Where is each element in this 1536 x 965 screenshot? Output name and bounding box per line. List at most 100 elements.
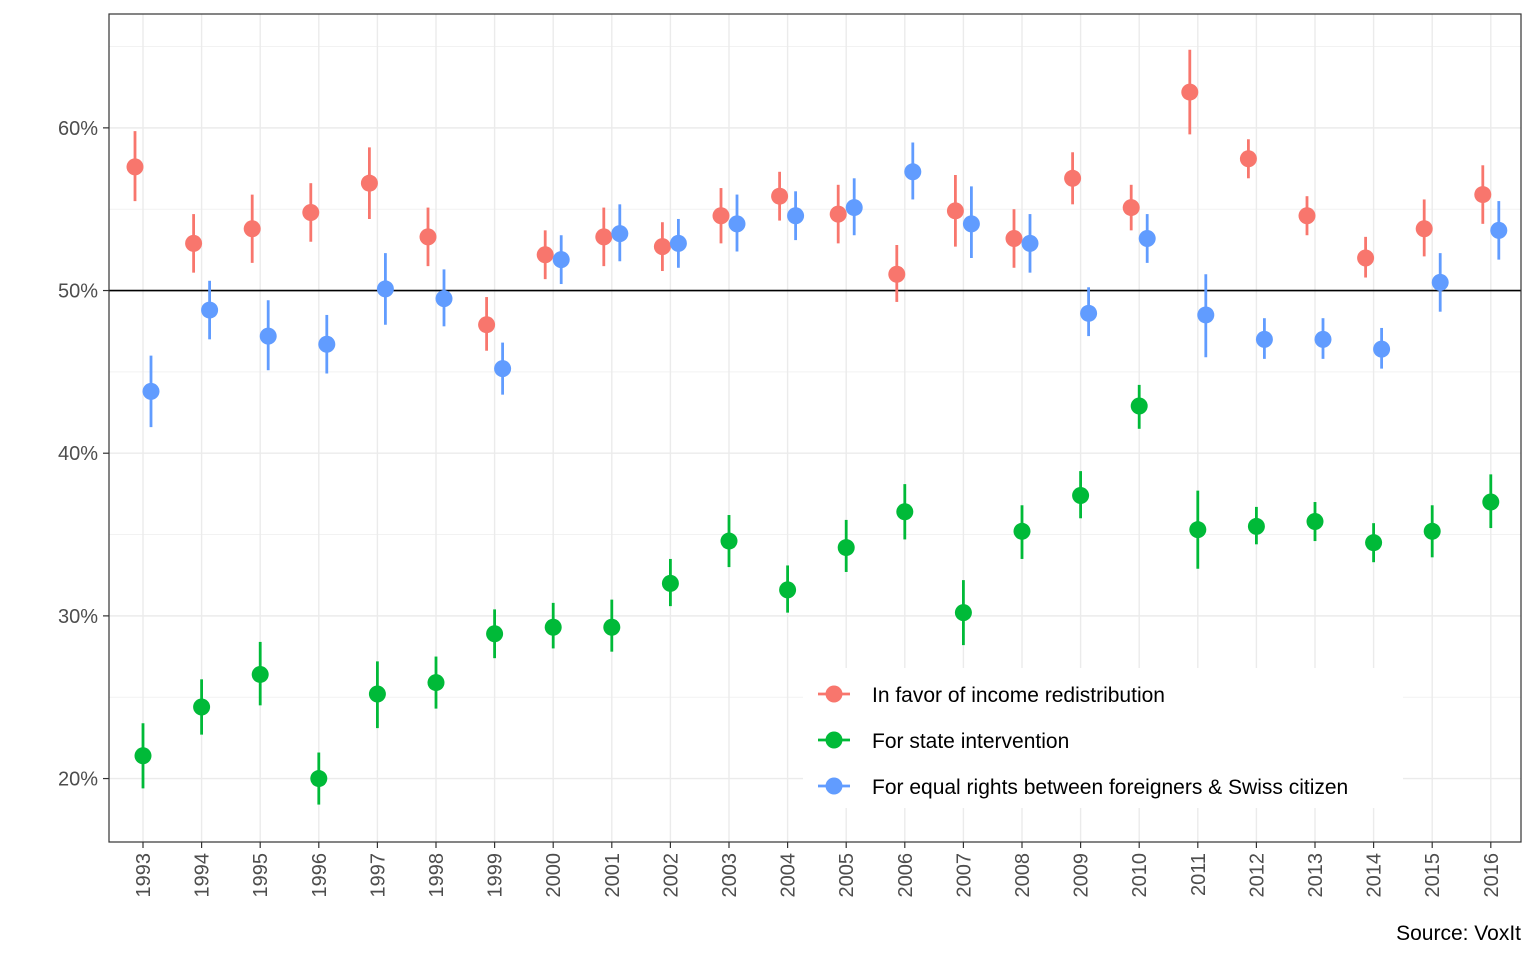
legend-item-3: For equal rights between foreigners & Sw… (818, 776, 1348, 799)
data-point (536, 246, 554, 264)
data-point (1298, 207, 1316, 225)
data-point (829, 205, 847, 223)
y-tick-label: 20% (58, 769, 98, 791)
data-point (1197, 306, 1215, 324)
x-tick-label: 2005 (836, 853, 858, 898)
data-point (669, 234, 687, 252)
data-point (419, 228, 437, 246)
data-point (779, 581, 797, 599)
y-tick-label: 50% (58, 281, 98, 303)
series-2 (134, 384, 1500, 805)
caption: Source: VoxIt (1396, 922, 1521, 945)
data-point (1122, 199, 1140, 217)
x-tick-label: 2010 (1129, 853, 1151, 898)
x-tick-label: 2016 (1481, 853, 1503, 898)
data-point (787, 207, 805, 225)
data-point (544, 618, 562, 636)
series-group (126, 49, 1508, 805)
x-tick-label: 2002 (660, 853, 682, 898)
data-point (661, 574, 679, 592)
legend: In favor of income redistribution For sta… (803, 668, 1403, 808)
data-point (1474, 186, 1492, 204)
data-point (1181, 83, 1199, 101)
x-tick-label: 1993 (133, 853, 155, 898)
data-point (611, 225, 629, 243)
legend-label: In favor of income redistribution (872, 684, 1165, 707)
legend-item-2: For state intervention (818, 730, 1069, 753)
data-point (134, 747, 152, 765)
x-tick-label: 2009 (1071, 853, 1093, 898)
data-point (845, 199, 863, 217)
data-point (126, 158, 144, 176)
data-point (1005, 229, 1023, 247)
data-point (1306, 513, 1324, 531)
panel-border (108, 13, 1522, 843)
x-tick-label: 1995 (250, 853, 272, 898)
data-point (1373, 340, 1391, 358)
data-point (360, 174, 378, 192)
data-point (1314, 330, 1332, 348)
data-point (368, 685, 386, 703)
x-tick-label: 1996 (309, 853, 331, 898)
x-tick-label: 2003 (719, 853, 741, 898)
data-point (896, 503, 914, 521)
data-point (904, 163, 922, 181)
x-tick-label: 2011 (1188, 853, 1210, 896)
x-axis: 1993 1994 1995 1996 1997 1998 1999 2000 2001 2002… (133, 842, 1503, 898)
x-tick-label: 2000 (543, 853, 565, 898)
legend-key-point (825, 685, 843, 703)
x-tick-label: 1997 (367, 853, 389, 898)
data-point (1482, 493, 1500, 511)
data-point (302, 203, 320, 221)
data-point (771, 187, 789, 205)
data-point (595, 228, 613, 246)
x-tick-label: 2015 (1422, 853, 1444, 898)
data-point (142, 382, 160, 400)
data-point (1415, 220, 1433, 238)
x-tick-label: 2001 (602, 853, 624, 898)
data-point (1357, 249, 1375, 267)
data-point (653, 238, 671, 256)
data-point (435, 290, 453, 308)
data-point (478, 316, 496, 334)
data-point (837, 539, 855, 557)
x-tick-label: 2013 (1305, 853, 1327, 898)
x-tick-label: 2012 (1246, 853, 1268, 898)
y-tick-label: 40% (58, 443, 98, 465)
x-tick-label: 1998 (426, 853, 448, 898)
data-point (494, 360, 512, 378)
data-point (888, 265, 906, 283)
x-tick-label: 2014 (1364, 853, 1386, 898)
x-tick-label: 1994 (192, 853, 214, 898)
legend-item-1: In favor of income redistribution (818, 684, 1165, 707)
data-point (720, 532, 738, 550)
data-point (712, 207, 730, 225)
data-point (1431, 273, 1449, 291)
data-point (201, 301, 219, 319)
data-point (427, 674, 445, 692)
data-point (1490, 221, 1508, 239)
data-point (946, 202, 964, 220)
y-tick-label: 60% (58, 118, 98, 140)
data-point (552, 251, 570, 269)
data-point (318, 335, 336, 353)
data-point (251, 665, 269, 683)
data-point (1423, 522, 1441, 540)
data-point (1013, 522, 1031, 540)
x-tick-label: 2008 (1012, 853, 1034, 898)
series-3 (142, 142, 1508, 428)
data-point (1130, 397, 1148, 415)
data-point (1064, 169, 1082, 187)
data-point (1189, 521, 1207, 539)
data-point (954, 604, 972, 622)
data-point (259, 327, 277, 345)
data-point (1072, 487, 1090, 505)
data-point (1138, 229, 1156, 247)
x-tick-label: 2007 (953, 853, 975, 898)
x-tick-label: 2004 (778, 853, 800, 898)
x-tick-label: 2006 (895, 853, 917, 898)
data-point (1021, 234, 1039, 252)
